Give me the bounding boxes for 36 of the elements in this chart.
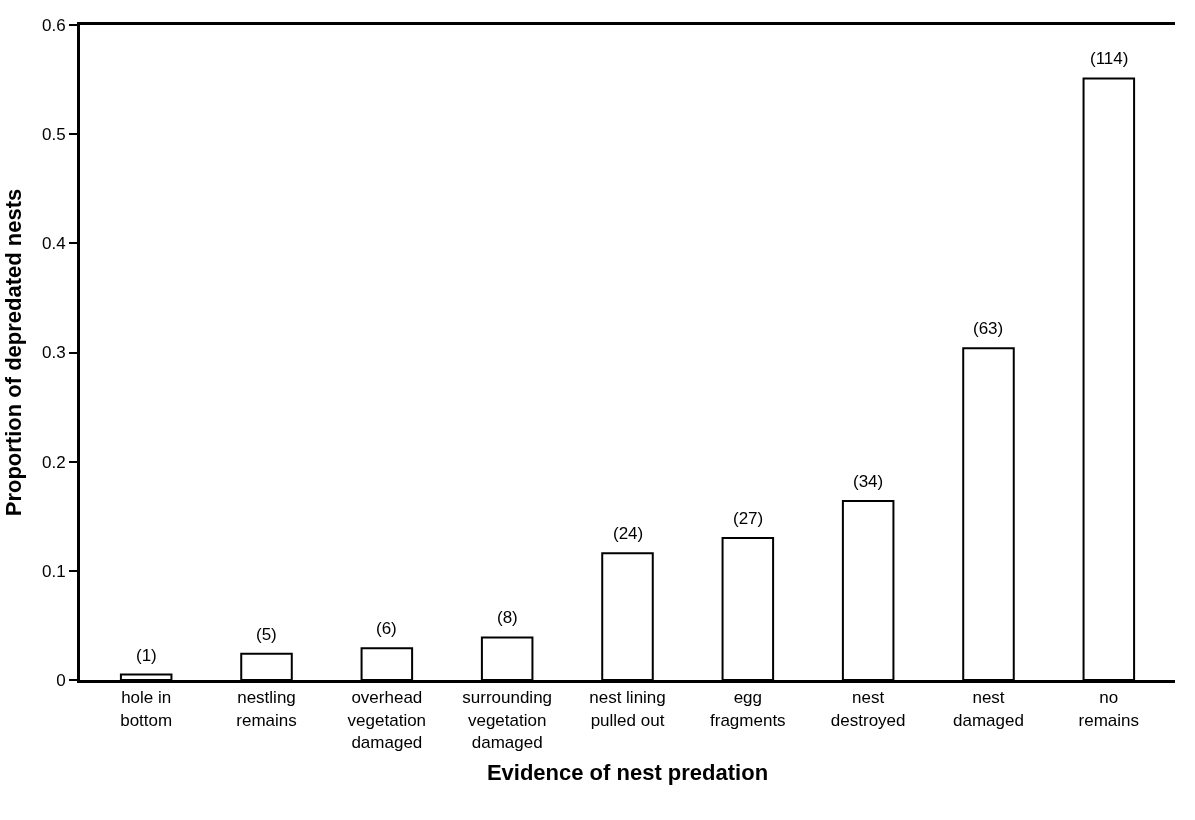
x-axis-title: Evidence of nest predation bbox=[486, 760, 769, 786]
annotation: (63) bbox=[973, 319, 1004, 338]
y-tick-label: 0.2 bbox=[41, 452, 66, 472]
annotation: (8) bbox=[497, 608, 518, 627]
y-axis-title: Proportion of depredated nests bbox=[0, 188, 26, 517]
bar bbox=[962, 347, 1015, 680]
x-tick-label: nestling remains bbox=[236, 688, 297, 730]
bar bbox=[601, 552, 654, 680]
x-tick-label: egg fragments bbox=[710, 688, 786, 730]
annotation: (34) bbox=[853, 472, 884, 491]
y-tick-label: 0.3 bbox=[41, 343, 66, 363]
annotation: (114) bbox=[1090, 49, 1129, 68]
x-tick-label: no remains bbox=[1078, 688, 1140, 730]
y-tick-label: 0.1 bbox=[41, 561, 66, 581]
annotation: (27) bbox=[733, 509, 764, 528]
bar bbox=[240, 652, 293, 680]
y-tick-label: 0.5 bbox=[41, 125, 66, 145]
x-tick-label: overhead vegetation damaged bbox=[347, 688, 427, 752]
x-tick-label: nest destroyed bbox=[830, 688, 906, 730]
annotation: (6) bbox=[376, 619, 397, 638]
x-tick-label: nest damaged bbox=[953, 688, 1024, 730]
y-tick-label: 0 bbox=[56, 670, 66, 690]
bar bbox=[721, 537, 775, 680]
x-tick-label: surrounding vegetation damaged bbox=[462, 688, 553, 752]
x-tick-label: hole in bottom bbox=[120, 688, 173, 730]
bar bbox=[360, 647, 414, 680]
annotation: (24) bbox=[613, 524, 644, 543]
annotation: (1) bbox=[136, 646, 157, 665]
y-tick-label: 0.6 bbox=[41, 15, 66, 35]
bar bbox=[841, 499, 895, 680]
bar bbox=[480, 636, 534, 680]
bar bbox=[119, 673, 173, 680]
x-tick-label: nest lining pulled out bbox=[589, 688, 666, 730]
annotation: (5) bbox=[256, 625, 277, 644]
bar bbox=[1082, 77, 1136, 680]
y-tick-label: 0.4 bbox=[41, 234, 66, 254]
